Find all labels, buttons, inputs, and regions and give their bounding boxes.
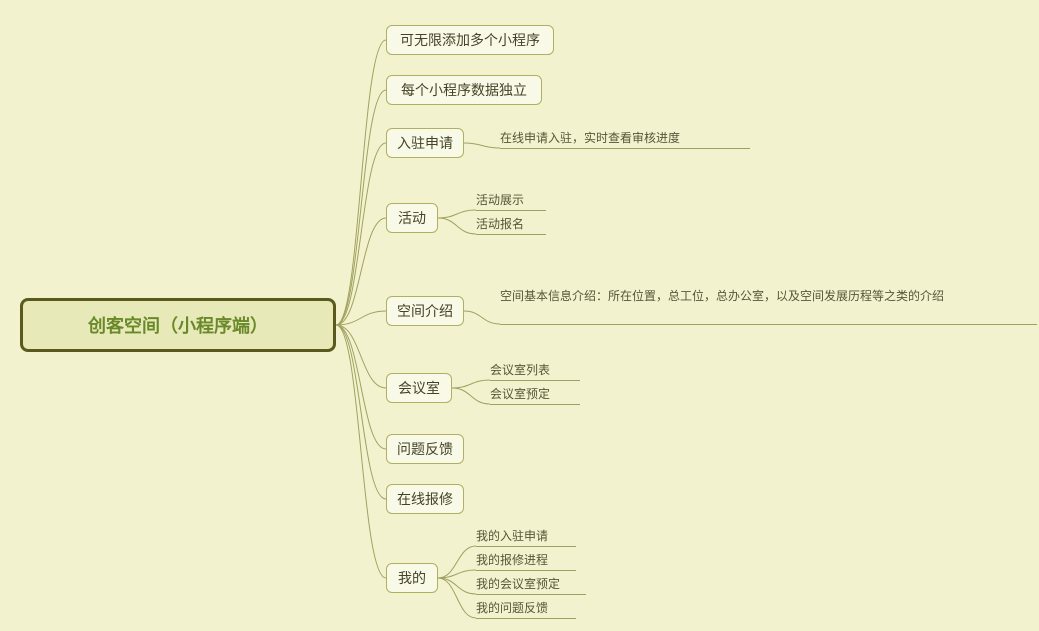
leaf-underline xyxy=(490,380,580,381)
leaf-node: 在线申请入驻，实时查看审核进度 xyxy=(500,130,750,147)
child-label: 问题反馈 xyxy=(397,439,453,459)
child-label: 活动 xyxy=(398,208,426,228)
leaf-node: 空间基本信息介绍：所在位置，总工位，总办公室，以及空间发展历程等之类的介绍 xyxy=(500,288,1020,305)
leaf-underline xyxy=(476,234,546,235)
leaf-node: 活动展示 xyxy=(476,192,546,209)
leaf-underline xyxy=(500,148,750,149)
leaf-node: 我的会议室预定 xyxy=(476,576,586,593)
child-label: 每个小程序数据独立 xyxy=(401,80,527,100)
child-label: 在线报修 xyxy=(397,489,453,509)
leaf-node: 活动报名 xyxy=(476,216,546,233)
child-label: 我的 xyxy=(398,568,426,588)
child-node-c5[interactable]: 会议室 xyxy=(386,373,452,403)
leaf-underline xyxy=(500,324,1037,325)
root-label: 创客空间（小程序端） xyxy=(88,312,268,338)
child-label: 空间介绍 xyxy=(397,301,453,321)
root-node[interactable]: 创客空间（小程序端） xyxy=(20,298,336,352)
child-label: 可无限添加多个小程序 xyxy=(400,30,540,50)
leaf-node: 我的入驻申请 xyxy=(476,528,576,545)
leaf-underline xyxy=(476,618,576,619)
child-node-c2[interactable]: 入驻申请 xyxy=(386,128,464,158)
child-node-c4[interactable]: 空间介绍 xyxy=(386,296,464,326)
child-node-c6[interactable]: 问题反馈 xyxy=(386,434,464,464)
leaf-underline xyxy=(490,404,580,405)
child-node-c8[interactable]: 我的 xyxy=(386,563,438,593)
leaf-node: 我的报修进程 xyxy=(476,552,576,569)
child-node-c3[interactable]: 活动 xyxy=(386,203,438,233)
leaf-node: 会议室预定 xyxy=(490,386,580,403)
child-node-c7[interactable]: 在线报修 xyxy=(386,484,464,514)
leaf-underline xyxy=(476,546,576,547)
leaf-node: 会议室列表 xyxy=(490,362,580,379)
mindmap-canvas: 创客空间（小程序端） 可无限添加多个小程序每个小程序数据独立入驻申请 在线申请入驻，… xyxy=(0,0,1039,631)
leaf-node: 我的问题反馈 xyxy=(476,600,576,617)
leaf-underline xyxy=(476,594,586,595)
child-label: 会议室 xyxy=(398,378,440,398)
leaf-underline xyxy=(476,570,576,571)
child-node-c0[interactable]: 可无限添加多个小程序 xyxy=(386,25,554,55)
leaf-underline xyxy=(476,210,546,211)
child-label: 入驻申请 xyxy=(397,133,453,153)
child-node-c1[interactable]: 每个小程序数据独立 xyxy=(386,75,542,105)
